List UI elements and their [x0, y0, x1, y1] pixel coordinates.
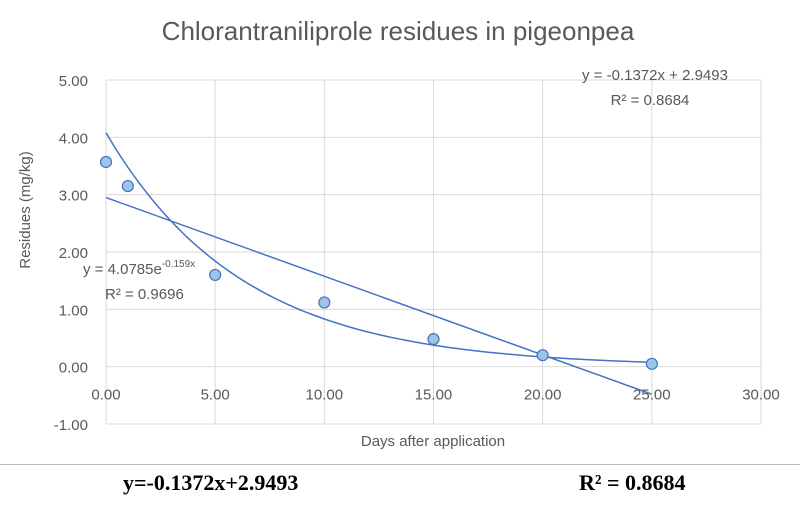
x-tick-label: 10.00 [306, 387, 344, 404]
exponential-trendline [105, 132, 652, 364]
gridlines [105, 79, 762, 425]
footer-equation: y=-0.1372x+2.9493 [123, 470, 299, 495]
linear-r2-label: R² = 0.8684 [611, 92, 690, 109]
y-tick-label: 0.00 [59, 360, 88, 377]
x-tick-label: 5.00 [201, 387, 230, 404]
y-tick-labels: -1.00 0.00 1.00 2.00 3.00 4.00 5.00 [54, 73, 88, 434]
x-tick-label: 0.00 [91, 387, 120, 404]
x-tick-label: 15.00 [415, 387, 453, 404]
data-point [318, 296, 331, 309]
data-point [209, 268, 222, 282]
linear-equation-label: y = -0.1372x + 2.9493 [582, 67, 728, 84]
trendlines [105, 132, 653, 395]
residue-chart: Chlorantraniliprole residues in pigeonpe… [17, 16, 780, 450]
x-tick-labels: 0.00 5.00 10.00 15.00 20.00 25.00 30.00 [91, 387, 779, 404]
y-tick-label: -1.00 [54, 417, 88, 434]
data-point [427, 333, 440, 346]
data-point [645, 357, 658, 370]
y-tick-label: 4.00 [59, 130, 88, 147]
linear-trendline [105, 196, 653, 395]
y-tick-label: 5.00 [59, 73, 88, 90]
footer-r2: R² = 0.8684 [579, 470, 686, 495]
y-tick-label: 3.00 [59, 188, 88, 205]
y-tick-label: 2.00 [59, 245, 88, 262]
y-tick-label: 1.00 [59, 302, 88, 319]
data-points [99, 155, 658, 370]
exp-equation-base: y = 4.0785e [83, 261, 162, 278]
exp-r2-label: R² = 0.9696 [105, 286, 184, 303]
chart-title: Chlorantraniliprole residues in pigeonpe… [162, 16, 635, 46]
data-point [121, 179, 134, 193]
exp-equation-exponent: -0.159x [162, 259, 195, 270]
x-tick-label: 20.00 [524, 387, 562, 404]
y-axis-label: Residues (mg/kg) [17, 151, 34, 269]
data-point [99, 155, 113, 169]
x-axis-label: Days after application [361, 433, 505, 450]
exp-equation-label: y = 4.0785e-0.159x [83, 259, 195, 278]
x-tick-label: 30.00 [742, 387, 780, 404]
separator [0, 464, 800, 465]
data-point [536, 349, 549, 362]
